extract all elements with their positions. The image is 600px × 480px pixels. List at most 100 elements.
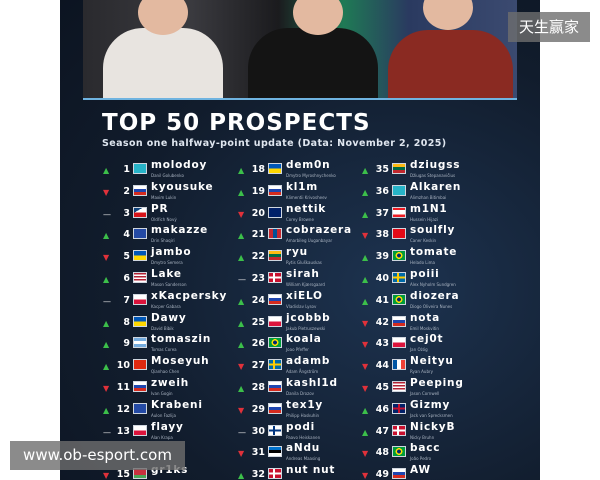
player-real-name: Jan Ożóg [410,347,428,353]
flag-br-icon [392,293,406,305]
player-nickname: jcobbb [286,311,331,324]
player-real-name: Emil Moskvitin [410,325,439,331]
rank-number: 29 [251,403,265,415]
rank-number: 32 [251,469,265,480]
arrow-up-icon: ▲ [238,166,245,175]
player-real-name: Kacper Gabara [151,303,181,309]
player-left-head [138,0,188,35]
player-real-name: Aulon Fazlija [151,412,176,418]
player-real-name: Dmytro Semera [151,260,183,266]
arrow-down-icon: ▼ [238,209,245,219]
flag-xk-icon [133,228,147,240]
player-nickname: kl1m [286,180,319,193]
flag-br-icon [392,250,406,262]
rank-number: 25 [251,316,265,328]
watermark-top-right: 天生赢家 [508,12,590,42]
player-left [103,28,223,98]
flag-se-icon [268,359,282,371]
flag-ru-icon [268,184,282,196]
rank-number: 7 [123,294,130,306]
player-nickname: Dawy [151,311,187,324]
rank-number: 31 [251,447,265,459]
flag-ua-icon [268,163,282,174]
flag-pl-icon [133,293,147,305]
arrow-up-icon: ▲ [238,296,245,306]
flag-ru-icon [268,293,282,305]
flag-dk-icon [392,424,406,436]
rank-number: 12 [116,403,130,415]
rank-number: 11 [116,382,130,393]
player-real-name: Klimentii Krivosheev [286,194,327,200]
rank-number: 18 [251,164,265,175]
rank-number: 22 [251,251,265,263]
flag-br-icon [392,446,406,458]
player-nickname: cobrazera [286,224,352,237]
player-nickname: aNdu [286,442,321,455]
arrow-down-icon: ▼ [238,362,245,372]
rank-number: 46 [375,403,389,415]
arrow-down-icon: ▼ [238,449,245,459]
player-nickname: nettik [286,202,327,215]
arrow-up-icon: ▲ [362,187,369,197]
player-nickname: bacc [410,442,441,455]
player-real-name: Jason Cornwell [410,391,440,396]
arrow-down-icon: ▼ [362,362,369,372]
flag-kz-icon [392,184,406,196]
flag-ru-icon [392,468,406,480]
flag-mn-icon [268,228,282,240]
rank-number: 21 [251,229,265,241]
rank-number: 37 [375,207,389,219]
rank-number: 48 [375,447,389,459]
arrow-up-icon: ▲ [362,253,369,263]
player-nickname: m1N1 [410,202,448,215]
player-real-name: Drin Shaqiri [151,238,175,244]
rank-number: 28 [251,382,265,393]
arrow-up-icon: ▲ [103,340,110,350]
flag-nz-icon [268,206,282,218]
arrow-down-icon: ▼ [362,384,369,393]
rank-number: 30 [251,425,265,437]
flag-ru-icon [133,381,147,392]
flag-ru-icon [133,184,147,196]
flag-ru-icon [268,402,282,414]
player-nickname: podi [286,420,316,433]
flag-ua-icon [133,315,147,327]
flag-ee-icon [268,446,282,458]
rank-number: 40 [375,273,389,284]
player-right-head [423,0,473,30]
arrow-up-icon: ▲ [362,405,369,415]
rank-number: 20 [251,207,265,219]
flag-ua-icon [133,250,147,262]
player-nickname: tomate [410,246,458,259]
rank-number: 35 [375,164,389,175]
player-real-name: Hussein Hijazi [410,216,438,222]
dash-icon: — [238,275,246,284]
arrow-down-icon: ▼ [362,231,369,241]
rank-number: 19 [251,185,265,197]
player-real-name: David Bibik [151,325,174,331]
player-real-name: Paavo Heiskanen [286,434,321,440]
flag-pl-icon [392,337,406,349]
player-real-name: Qianhao Chen [151,369,180,375]
flag-se-icon [392,272,406,283]
arrow-up-icon: ▲ [238,253,245,263]
player-real-name: Danila Drozov [286,391,315,396]
player-nickname: AW [410,464,431,477]
rank-number: 8 [123,316,130,328]
page-subtitle: Season one halfway-point update (Data: N… [102,138,447,149]
rank-number: 1 [123,164,130,175]
player-real-name: Philipp Haskuhin [286,412,320,418]
arrow-up-icon: ▲ [362,209,369,219]
player-nickname: Moseyuh [151,355,210,368]
player-nickname: Krabeni [151,398,203,411]
flag-ru-icon [392,315,406,327]
player-nickname: soulfly [410,224,456,237]
player-nickname: nut nut [286,464,336,477]
rank-number: 24 [251,294,265,306]
arrow-up-icon: ▲ [103,405,110,415]
player-real-name: Andreas Maasing [286,456,321,462]
rank-number: 27 [251,360,265,372]
player-nickname: xiELO [286,289,323,302]
rank-number: 41 [375,294,389,306]
flag-us-icon [392,381,406,392]
